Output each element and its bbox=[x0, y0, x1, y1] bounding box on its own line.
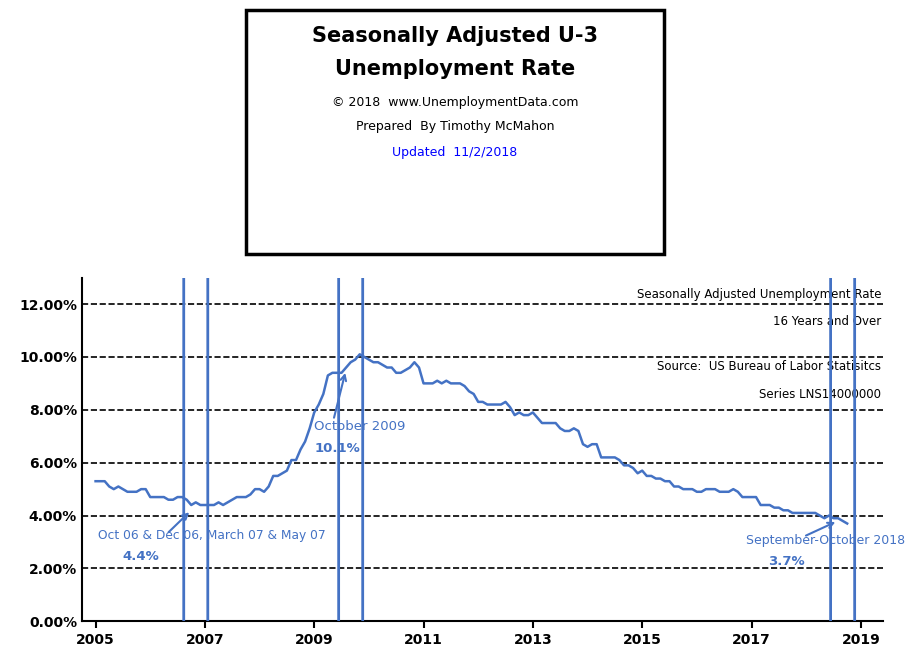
Text: Prepared  By Timothy McMahon: Prepared By Timothy McMahon bbox=[356, 120, 554, 134]
Text: October 2009: October 2009 bbox=[314, 420, 406, 434]
Text: © 2018  www.UnemploymentData.com: © 2018 www.UnemploymentData.com bbox=[332, 96, 578, 109]
Text: Unemployment Rate: Unemployment Rate bbox=[335, 59, 575, 79]
Text: 10.1%: 10.1% bbox=[314, 442, 360, 455]
Text: Oct 06 & Dec 06, March 07 & May 07: Oct 06 & Dec 06, March 07 & May 07 bbox=[98, 529, 326, 542]
Text: 16 Years and Over: 16 Years and Over bbox=[773, 315, 881, 329]
Text: Series LNS14000000: Series LNS14000000 bbox=[759, 387, 881, 401]
Text: Seasonally Adjusted Unemployment Rate: Seasonally Adjusted Unemployment Rate bbox=[637, 288, 881, 301]
Text: 3.7%: 3.7% bbox=[768, 555, 804, 568]
Text: Source:  US Bureau of Labor Statisitcs: Source: US Bureau of Labor Statisitcs bbox=[657, 360, 881, 373]
Text: Seasonally Adjusted U-3: Seasonally Adjusted U-3 bbox=[312, 26, 598, 46]
Text: Updated  11/2/2018: Updated 11/2/2018 bbox=[392, 145, 518, 159]
Text: September-October 2018: September-October 2018 bbox=[746, 534, 905, 547]
Text: 4.4%: 4.4% bbox=[123, 550, 159, 563]
